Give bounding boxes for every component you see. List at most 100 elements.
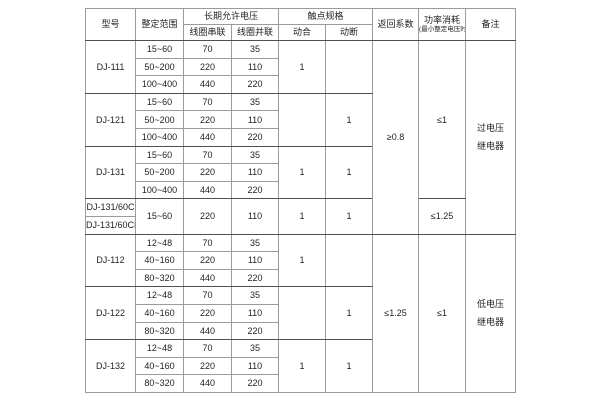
range-cell: 100~400 — [135, 127, 184, 147]
power-cell: ≤1.25 — [418, 198, 467, 235]
series-cell: 220 — [183, 303, 232, 323]
parallel-cell: 110 — [230, 110, 280, 129]
range-cell: 15~60 — [135, 92, 184, 112]
parallel-cell: 220 — [230, 180, 280, 200]
range-cell: 15~60 — [135, 40, 184, 59]
power-cell: ≤1 — [418, 39, 467, 200]
series-cell: 220 — [183, 110, 232, 129]
parallel-cell: 220 — [230, 75, 280, 94]
parallel-cell: 35 — [230, 145, 280, 165]
no-cell: 1 — [278, 233, 327, 288]
series-cell: 70 — [183, 233, 232, 253]
no-cell — [278, 286, 327, 341]
header-setting-range: 整定范围 — [135, 8, 184, 41]
range-cell: 50~200 — [135, 110, 184, 129]
header-normally-closed: 动断 — [325, 24, 374, 41]
series-cell: 70 — [183, 145, 232, 165]
series-cell: 440 — [183, 321, 232, 341]
series-cell: 440 — [183, 180, 232, 200]
model-cell: DJ-121 — [85, 92, 136, 147]
model-cell: DJ-122 — [85, 286, 136, 341]
power-cell: ≤1 — [418, 233, 467, 394]
range-cell: 100~400 — [135, 75, 184, 94]
range-cell: 50~200 — [135, 163, 184, 182]
series-cell: 70 — [183, 92, 232, 112]
series-cell: 220 — [183, 198, 232, 235]
model-cell: DJ-131 — [85, 145, 136, 200]
series-cell: 220 — [183, 251, 232, 270]
series-cell: 440 — [183, 75, 232, 94]
range-cell: 50~200 — [135, 57, 184, 77]
model-cell: DJ-131/60CN — [85, 215, 136, 235]
range-cell: 40~160 — [135, 356, 184, 376]
header-model: 型号 — [85, 8, 136, 41]
remark-line: 继电器 — [477, 316, 505, 327]
range-cell: 15~60 — [135, 198, 184, 235]
return-coefficient-cell: ≥0.8 — [372, 40, 420, 235]
nc-cell: 1 — [325, 145, 374, 200]
parallel-cell: 110 — [230, 163, 280, 182]
range-cell: 80~320 — [135, 321, 184, 341]
no-cell: 1 — [278, 145, 327, 200]
header-normally-open: 动合 — [278, 24, 327, 41]
model-cell: DJ-112 — [85, 233, 136, 288]
no-cell: 1 — [278, 339, 327, 393]
model-cell: DJ-132 — [85, 339, 136, 393]
nc-cell: 1 — [325, 198, 374, 235]
remark-line: 低电压 — [477, 298, 505, 309]
no-cell: 1 — [278, 40, 327, 94]
header-remarks: 备注 — [465, 8, 517, 41]
parallel-cell: 110 — [230, 251, 280, 270]
header-contact-spec: 触点规格 — [278, 8, 374, 25]
remark-line: 过电压 — [477, 122, 505, 133]
parallel-cell: 35 — [230, 40, 280, 59]
range-cell: 12~48 — [135, 339, 184, 358]
range-cell: 40~160 — [135, 303, 184, 323]
parallel-cell: 220 — [230, 268, 280, 288]
nc-cell — [325, 40, 374, 94]
parallel-cell: 35 — [230, 339, 280, 358]
nc-cell: 1 — [325, 339, 374, 393]
return-coefficient-cell: ≤1.25 — [372, 233, 420, 394]
series-cell: 70 — [183, 339, 232, 358]
parallel-cell: 220 — [230, 321, 280, 341]
header-return-coefficient: 返回系数 — [372, 8, 420, 41]
remark-cell-overvoltage: 过电压 继电器 — [465, 40, 517, 235]
no-cell: 1 — [278, 198, 327, 235]
parallel-cell: 110 — [230, 198, 280, 235]
range-cell: 12~48 — [135, 286, 184, 305]
range-cell: 15~60 — [135, 145, 184, 165]
series-cell: 440 — [183, 374, 232, 393]
parallel-cell: 220 — [230, 374, 280, 393]
parallel-cell: 35 — [230, 286, 280, 305]
series-cell: 220 — [183, 57, 232, 77]
parallel-cell: 220 — [230, 127, 280, 147]
nc-cell — [325, 233, 374, 288]
parallel-cell: 110 — [230, 57, 280, 77]
series-cell: 440 — [183, 127, 232, 147]
model-cell: DJ-111 — [85, 40, 136, 94]
parallel-cell: 35 — [230, 233, 280, 253]
parallel-cell: 110 — [230, 303, 280, 323]
header-coil-series: 线圈串联 — [183, 24, 232, 41]
header-power-consumption-title: 功率消耗 — [424, 15, 461, 26]
nc-cell: 1 — [325, 286, 374, 341]
range-cell: 12~48 — [135, 233, 184, 253]
range-cell: 80~320 — [135, 268, 184, 288]
relay-spec-table: 型号 整定范围 长期允许电压 触点规格 返回系数 功率消耗 (最小整定电压时) … — [85, 8, 517, 394]
no-cell — [278, 92, 327, 147]
series-cell: 220 — [183, 356, 232, 376]
model-cell: DJ-131/60C — [85, 198, 136, 217]
series-cell: 220 — [183, 163, 232, 182]
series-cell: 70 — [183, 40, 232, 59]
remark-cell-undervoltage: 低电压 继电器 — [465, 233, 517, 394]
range-cell: 100~400 — [135, 180, 184, 200]
header-power-consumption: 功率消耗 (最小整定电压时) — [418, 8, 467, 41]
header-long-term-voltage: 长期允许电压 — [182, 8, 280, 25]
series-cell: 440 — [183, 268, 232, 288]
header-coil-parallel: 线圈并联 — [230, 24, 280, 41]
parallel-cell: 110 — [230, 356, 280, 376]
header-power-consumption-note: (最小整定电压时) — [419, 26, 466, 34]
series-cell: 70 — [183, 286, 232, 305]
